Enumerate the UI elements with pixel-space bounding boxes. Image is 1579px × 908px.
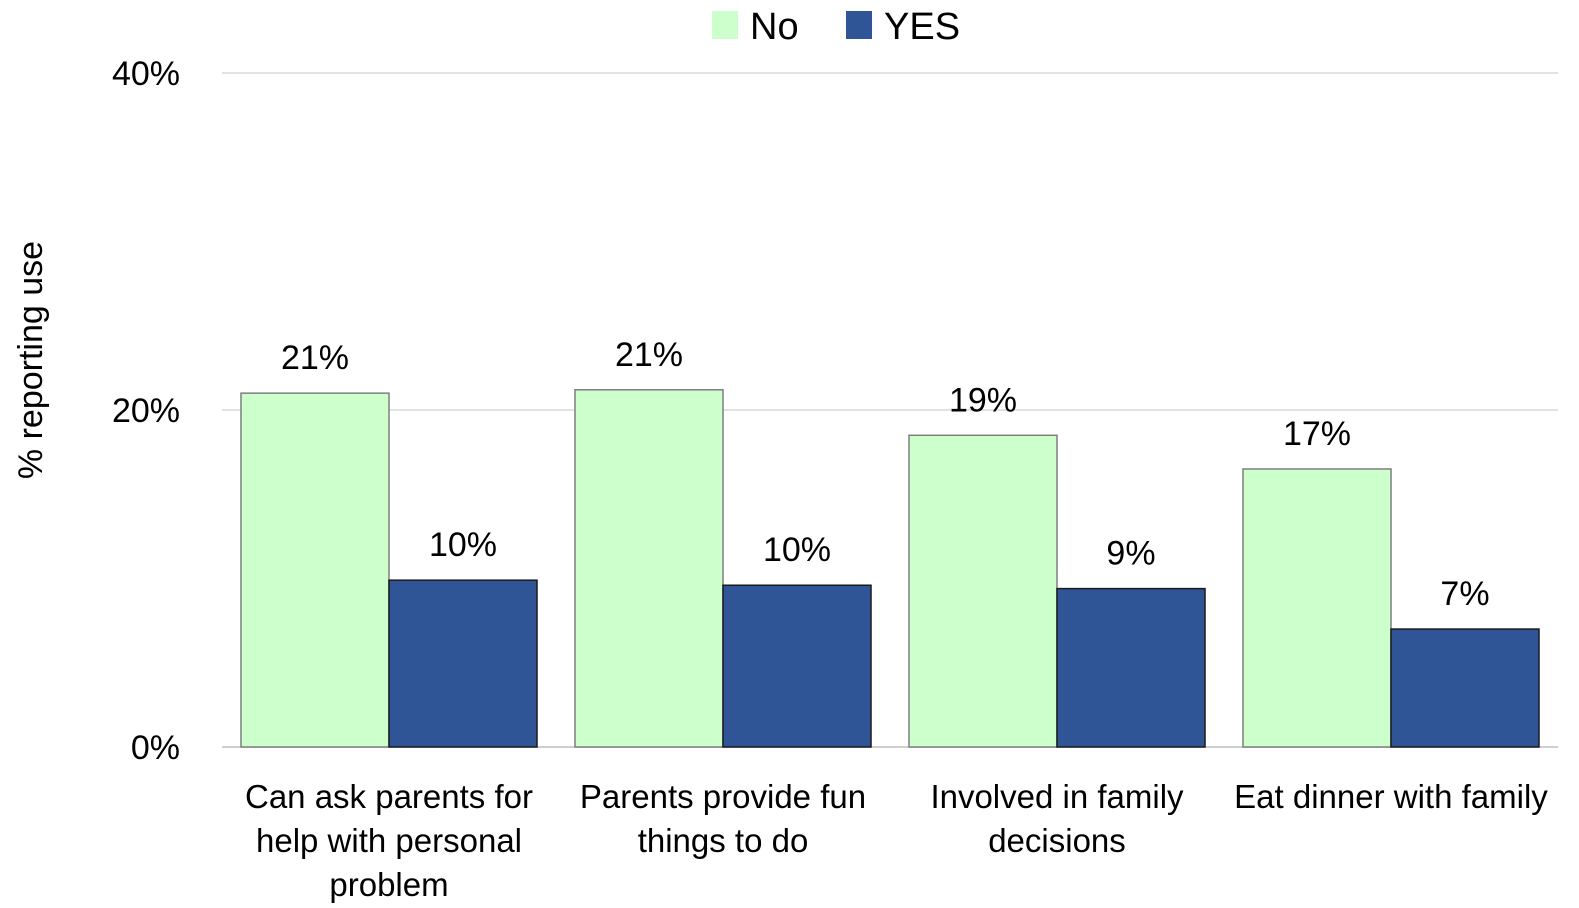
data-label: 9% xyxy=(1106,535,1155,573)
bar-no xyxy=(1242,468,1392,748)
bar-yes xyxy=(1390,628,1540,748)
bar-no xyxy=(240,392,390,748)
x-tick-label: help with personal xyxy=(256,822,522,859)
bar-no xyxy=(574,389,724,748)
data-label: 10% xyxy=(429,526,497,564)
data-label: 19% xyxy=(949,381,1017,419)
y-tick-label: 40% xyxy=(112,55,180,93)
x-tick-label: decisions xyxy=(988,822,1126,859)
data-labels: 21% 10% 21% 10% 19% 9% 17% 7% xyxy=(281,336,1490,613)
x-tick-label: Parents provide fun xyxy=(580,778,866,815)
bar-yes xyxy=(1056,587,1206,748)
bar-yes xyxy=(388,579,538,748)
y-tick-label: 20% xyxy=(112,392,180,430)
x-tick-label: Can ask parents for xyxy=(245,778,533,815)
data-label: 21% xyxy=(615,336,683,374)
legend-swatch xyxy=(712,11,738,39)
x-axis-ticks: Can ask parents for help with personal pro… xyxy=(245,778,1548,903)
x-tick-label: things to do xyxy=(638,822,809,859)
x-tick-label: problem xyxy=(329,866,448,903)
bars xyxy=(240,389,1540,748)
y-tick-label: 0% xyxy=(131,729,180,767)
data-label: 21% xyxy=(281,339,349,377)
x-tick-label: Eat dinner with family xyxy=(1234,778,1548,815)
bar-yes xyxy=(722,584,872,748)
data-label: 7% xyxy=(1440,575,1489,613)
y-axis-label: % reporting use xyxy=(12,241,50,479)
data-label: 10% xyxy=(763,531,831,569)
legend-label: YES xyxy=(884,6,960,48)
legend-label: No xyxy=(750,6,799,48)
y-axis-ticks: 0% 20% 40% xyxy=(112,55,180,767)
legend-swatch xyxy=(846,11,872,39)
x-tick-label: Involved in family xyxy=(930,778,1184,815)
data-label: 17% xyxy=(1283,415,1351,453)
legend: No YES xyxy=(712,6,960,48)
bar-no xyxy=(908,434,1058,748)
